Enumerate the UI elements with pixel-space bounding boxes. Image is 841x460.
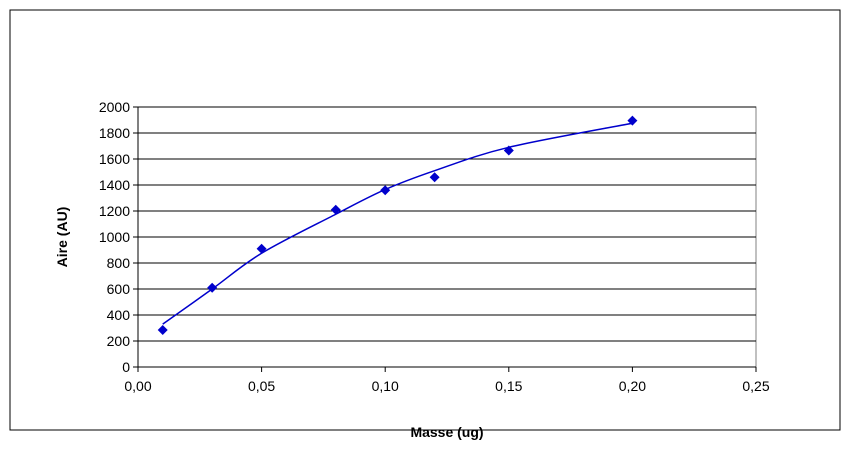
y-tick-labels: 0 200 400 600 800 1000 1200 1400 1600 1800 2000 bbox=[99, 99, 138, 375]
data-point bbox=[207, 282, 218, 293]
y-tick-label: 1600 bbox=[99, 151, 130, 167]
x-tick-label: 0,15 bbox=[495, 378, 522, 394]
x-tick-label: 0,10 bbox=[372, 378, 399, 394]
y-tick-label: 1000 bbox=[99, 229, 130, 245]
x-axis-title: Masse (ug) bbox=[410, 424, 483, 440]
y-tick-label: 2000 bbox=[99, 99, 130, 115]
x-tick-label: 0,00 bbox=[124, 378, 151, 394]
data-point bbox=[380, 185, 391, 196]
x-tick-label: 0,20 bbox=[619, 378, 646, 394]
data-point bbox=[157, 324, 168, 335]
data-point bbox=[256, 243, 267, 254]
data-point bbox=[429, 172, 440, 183]
y-axis-title: Aire (AU) bbox=[54, 207, 70, 268]
y-tick-label: 1400 bbox=[99, 177, 130, 193]
x-tick-label: 0,25 bbox=[742, 378, 769, 394]
y-tick-label: 200 bbox=[107, 333, 131, 349]
trend-line bbox=[162, 122, 633, 325]
gridlines bbox=[138, 106, 756, 342]
data-point bbox=[330, 204, 341, 215]
y-tick-label: 1200 bbox=[99, 203, 130, 219]
data-point bbox=[627, 115, 638, 126]
x-tick-label: 0,05 bbox=[248, 378, 275, 394]
y-tick-label: 1800 bbox=[99, 125, 130, 141]
y-tick-label: 400 bbox=[107, 307, 131, 323]
y-tick-label: 0 bbox=[122, 359, 130, 375]
y-tick-label: 600 bbox=[107, 281, 131, 297]
data-point bbox=[503, 145, 514, 156]
data-points bbox=[157, 115, 638, 335]
x-tick-labels: 0,00 0,05 0,10 0,15 0,20 0,25 bbox=[124, 367, 770, 394]
y-tick-label: 800 bbox=[107, 255, 131, 271]
